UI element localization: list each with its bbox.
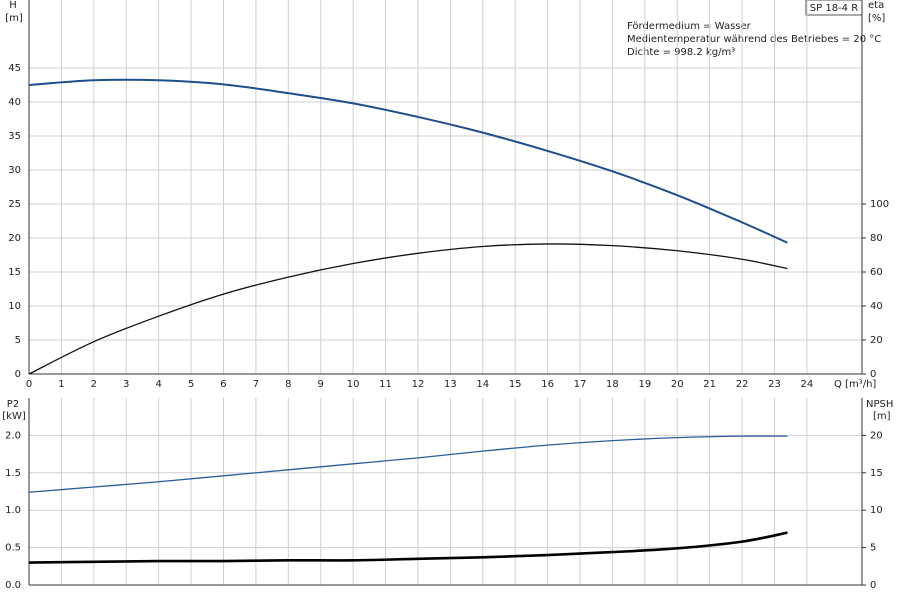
x-tick-label: 6 (220, 379, 226, 390)
y2-tick-label: 80 (870, 233, 883, 244)
y2-label: NPSH (866, 399, 893, 410)
curve (28, 531, 788, 564)
y2-tick-label: 15 (870, 468, 883, 479)
x-tick-label: 24 (801, 379, 814, 390)
y-tick-label: 45 (8, 63, 21, 74)
y-unit: [kW] (2, 411, 26, 422)
y-tick-label: 0.5 (5, 543, 21, 554)
x-tick-label: 9 (318, 379, 324, 390)
x-tick-label: 0 (26, 379, 32, 390)
y-tick-label: 1.0 (5, 505, 21, 516)
x-tick-label: 14 (476, 379, 489, 390)
curve (28, 435, 788, 493)
annotation: Fördermedium = Wasser (627, 21, 752, 32)
y-tick-label: 15 (8, 267, 21, 278)
x-label: Q [m³/h] (834, 379, 876, 390)
y-tick-label: 0 (15, 369, 21, 380)
x-tick-label: 7 (253, 379, 259, 390)
y2-tick-label: 60 (870, 267, 883, 278)
x-tick-label: 5 (188, 379, 194, 390)
y2-tick-label: 0 (870, 580, 876, 591)
y-label: P2 (7, 399, 19, 410)
x-tick-label: 20 (671, 379, 684, 390)
curve (28, 243, 788, 375)
x-tick-label: 15 (509, 379, 522, 390)
x-tick-label: 11 (379, 379, 392, 390)
y2-tick-label: 0 (870, 369, 876, 380)
curve (28, 78, 788, 244)
x-tick-label: 8 (285, 379, 291, 390)
y-tick-label: 30 (8, 165, 21, 176)
y-tick-label: 10 (8, 301, 21, 312)
y-label: H (9, 0, 17, 11)
y2-tick-label: 20 (870, 335, 883, 346)
x-tick-label: 21 (703, 379, 716, 390)
chart-title: SP 18-4 R (810, 3, 858, 14)
y2-label: eta (868, 0, 884, 11)
annotation: Dichte = 998.2 kg/m³ (627, 47, 735, 58)
y-tick-label: 0.0 (5, 580, 21, 591)
x-tick-label: 4 (155, 379, 161, 390)
x-tick-label: 12 (412, 379, 425, 390)
x-tick-label: 22 (736, 379, 749, 390)
x-tick-label: 3 (123, 379, 129, 390)
x-tick-label: 17 (574, 379, 587, 390)
y-tick-label: 1.5 (5, 468, 21, 479)
y-tick-label: 35 (8, 131, 21, 142)
x-tick-label: 19 (638, 379, 651, 390)
y2-tick-label: 40 (870, 301, 883, 312)
x-tick-label: 2 (91, 379, 97, 390)
x-tick-label: 18 (606, 379, 619, 390)
y2-unit: [%] (868, 13, 885, 24)
annotation: Medientemperatur während des Betriebes =… (627, 34, 881, 45)
y-tick-label: 20 (8, 233, 21, 244)
x-tick-label: 13 (444, 379, 457, 390)
y-tick-label: 5 (15, 335, 21, 346)
y-tick-label: 2.0 (5, 430, 21, 441)
y2-tick-label: 100 (870, 199, 889, 210)
x-tick-label: 16 (541, 379, 554, 390)
y-tick-label: 40 (8, 97, 21, 108)
y2-tick-label: 5 (870, 543, 876, 554)
y-tick-label: 25 (8, 199, 21, 210)
y2-unit: [m] (873, 411, 891, 422)
y-unit: [m] (5, 13, 23, 24)
x-tick-label: 10 (347, 379, 360, 390)
x-tick-label: 23 (768, 379, 781, 390)
x-tick-label: 1 (58, 379, 64, 390)
y2-tick-label: 20 (870, 430, 883, 441)
y2-tick-label: 10 (870, 505, 883, 516)
